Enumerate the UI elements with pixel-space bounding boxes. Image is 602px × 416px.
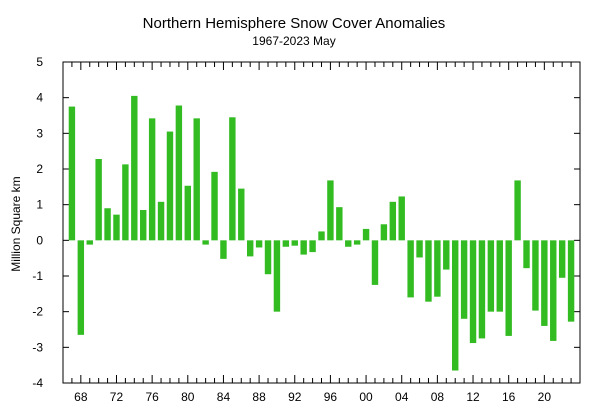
bar (434, 240, 441, 297)
bar (184, 185, 192, 241)
y-tick-label: 1 (36, 198, 43, 212)
bar (460, 240, 468, 319)
bar (469, 240, 477, 344)
x-tick-label: 76 (145, 390, 159, 404)
bar (487, 240, 495, 312)
x-tick-label: 00 (359, 390, 373, 404)
bar (86, 240, 93, 245)
bar (166, 131, 174, 241)
bar (282, 240, 290, 247)
bar (425, 240, 432, 302)
bar (505, 240, 512, 336)
bar (113, 214, 120, 241)
bar (246, 240, 254, 257)
x-tick-label: 84 (217, 390, 231, 404)
bar (211, 171, 218, 241)
bar (220, 240, 227, 259)
bar (122, 164, 129, 241)
x-tick-label: 68 (74, 390, 88, 404)
y-tick-label: 3 (36, 126, 43, 140)
y-tick-label: -2 (32, 305, 43, 319)
bar (362, 228, 370, 241)
bar (541, 240, 548, 326)
bar (193, 118, 200, 241)
x-tick-label: 88 (252, 390, 266, 404)
x-tick-label: 16 (502, 390, 516, 404)
x-tick-label: 92 (288, 390, 302, 404)
bar (558, 240, 566, 278)
bar (451, 240, 459, 371)
x-tick-label: 96 (324, 390, 338, 404)
bar (140, 210, 147, 241)
x-axis-ticks: 68 72 76 80 84 88 92 96 00 04 08 12 16 20 (71, 62, 572, 404)
plot-frame (62, 61, 581, 384)
bar (478, 240, 486, 339)
y-tick-label: 4 (36, 91, 43, 105)
chart-subtitle: 1967-2023 May (252, 34, 335, 48)
bar (318, 231, 325, 241)
bar (77, 240, 85, 335)
bar (443, 240, 450, 270)
bar (309, 240, 316, 253)
bar (353, 240, 361, 245)
bar (514, 180, 521, 241)
bar (68, 106, 76, 241)
bar (407, 240, 414, 298)
bar (371, 240, 379, 285)
bar (416, 240, 423, 258)
x-tick-label: 08 (431, 390, 445, 404)
chart-title: Northern Hemisphere Snow Cover Anomalies (143, 15, 446, 32)
x-tick-label: 80 (181, 390, 195, 404)
bar (336, 207, 343, 241)
bar (202, 240, 209, 245)
bar (496, 240, 503, 312)
y-tick-label: 5 (36, 55, 43, 69)
bar (157, 201, 165, 241)
bar (264, 240, 272, 275)
bar (523, 240, 530, 269)
bar (398, 196, 405, 241)
bar (300, 240, 307, 255)
bar (238, 188, 245, 241)
bar (380, 224, 388, 241)
x-tick-label: 12 (466, 390, 480, 404)
x-tick-label: 72 (110, 390, 124, 404)
bar (229, 117, 236, 241)
bar (389, 201, 397, 241)
bar (291, 240, 298, 246)
x-tick-label: 20 (538, 390, 552, 404)
y-tick-label: -4 (32, 376, 43, 390)
bars-group (68, 95, 575, 371)
bar (532, 240, 539, 311)
x-tick-label: 04 (395, 390, 409, 404)
y-axis-label: Million Square km (9, 176, 23, 271)
y-tick-label: 2 (36, 162, 43, 176)
bar (550, 240, 557, 341)
y-tick-label: 0 (36, 233, 43, 247)
bar (327, 180, 334, 241)
y-tick-label: -3 (32, 340, 43, 354)
bar (567, 240, 575, 322)
bar (255, 240, 263, 248)
bar (148, 118, 156, 241)
y-tick-label: -1 (32, 269, 43, 283)
bar (345, 240, 352, 247)
bar (104, 208, 111, 241)
bar (95, 159, 102, 241)
bar (175, 105, 183, 241)
bar (273, 240, 281, 312)
bar (131, 95, 138, 241)
